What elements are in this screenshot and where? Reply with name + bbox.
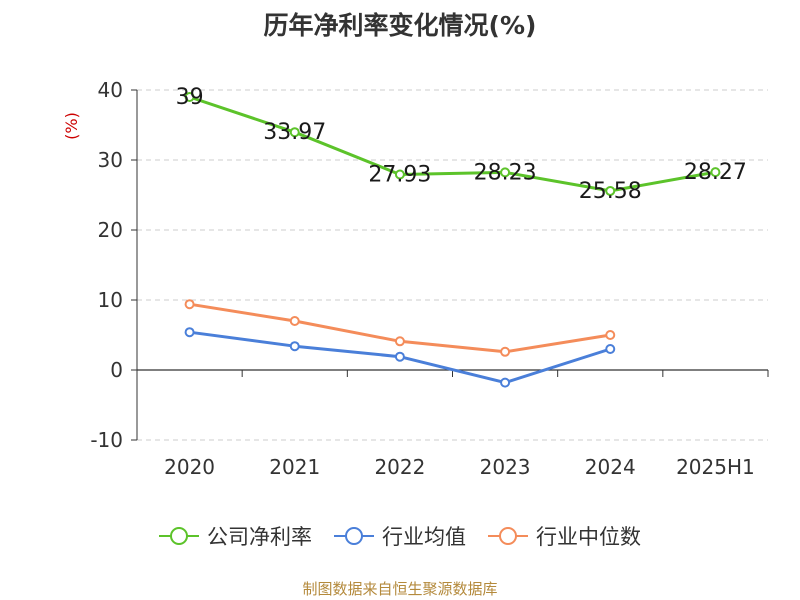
chart-title: 历年净利率变化情况(%) [263, 11, 537, 40]
legend-label-industry-median: 行业中位数 [536, 525, 641, 549]
legend-item-company[interactable]: 公司净利率 [159, 521, 312, 551]
chart-legend: 公司净利率 行业均值 行业中位数 [0, 520, 800, 552]
series-line-0 [189, 95, 716, 193]
x-tick-label: 2025H1 [676, 455, 755, 479]
series-0-data-label: 33.97 [263, 120, 326, 145]
y-tick-label: 0 [110, 358, 123, 382]
x-tick-label: 2024 [585, 455, 636, 479]
series-0-data-label: 28.23 [474, 160, 537, 185]
series-2-point [605, 330, 616, 340]
y-axis-title: (%) [62, 112, 81, 140]
legend-swatch-company-icon [159, 527, 199, 545]
series-1-point [605, 344, 616, 354]
legend-label-company: 公司净利率 [207, 525, 312, 549]
series-2-point [394, 336, 405, 347]
series-0-data-label: 27.93 [368, 162, 431, 187]
x-tick-label: 2020 [164, 455, 215, 479]
y-tick-label: -10 [90, 428, 123, 452]
legend-item-industry-median[interactable]: 行业中位数 [488, 521, 641, 551]
legend-swatch-industry-median-icon [488, 527, 528, 545]
series-1-point [500, 377, 511, 388]
series-0-point [605, 185, 616, 196]
series-1-point [289, 341, 300, 352]
series-2-point [184, 299, 195, 310]
series-0-data-label: 25.58 [579, 179, 642, 204]
y-tick-label: 40 [98, 78, 123, 102]
series-2-point [289, 316, 300, 326]
y-tick-label: 30 [98, 148, 123, 172]
legend-label-industry-mean: 行业均值 [382, 525, 466, 549]
data-source-note: 制图数据来自恒生聚源数据库 [302, 580, 498, 598]
series-0-point [289, 127, 300, 138]
legend-item-industry-mean[interactable]: 行业均值 [334, 521, 466, 551]
series-0-point [710, 167, 721, 178]
y-tick-label: 10 [98, 288, 123, 312]
series-0-point [394, 169, 405, 180]
series-2-point [500, 346, 511, 357]
series-0-data-label: 39 [176, 85, 204, 110]
series-0-point [500, 167, 511, 178]
x-tick-label: 2021 [269, 455, 320, 479]
legend-swatch-industry-mean-icon [334, 527, 374, 545]
series-0-data-label: 28.27 [684, 160, 747, 185]
series-1-point [394, 351, 405, 362]
series-1-point [184, 327, 195, 338]
series-0-point [184, 92, 195, 102]
x-tick-label: 2022 [374, 455, 425, 479]
x-tick-label: 2023 [480, 455, 531, 479]
y-tick-label: 20 [98, 218, 123, 242]
